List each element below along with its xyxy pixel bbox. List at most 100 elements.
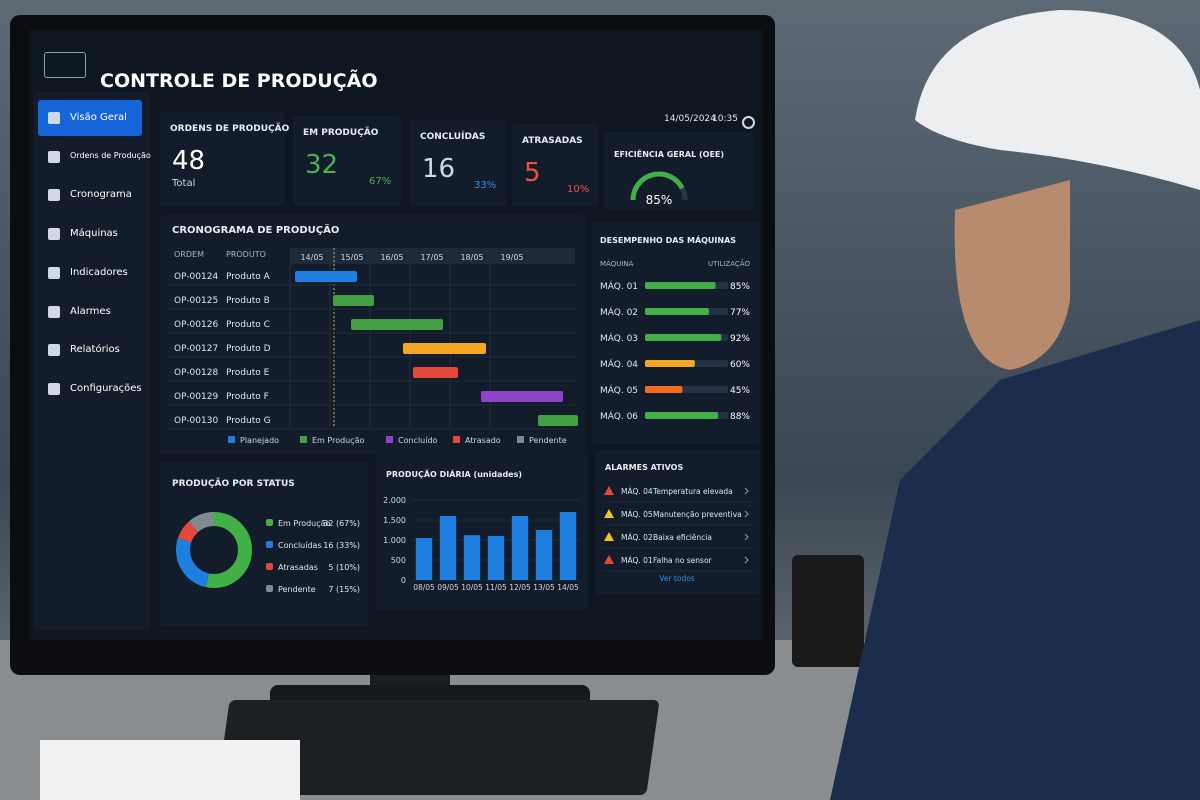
legend-label: Em Produção xyxy=(312,436,365,445)
chart-title: PRODUÇÃO DIÁRIA (unidades) xyxy=(386,468,522,479)
x-tick-label: 10/05 xyxy=(461,583,483,592)
order-id: OP-00130 xyxy=(174,416,218,426)
date-label: 18/05 xyxy=(460,253,483,262)
utilization-bar xyxy=(645,308,709,315)
chevron[interactable] xyxy=(744,510,749,518)
daily-chart: PRODUÇÃO DIÁRIA (unidades) 0 500 1.000 1.500… xyxy=(383,468,580,592)
alarm-machine: MÁQ. 01 xyxy=(621,556,653,565)
alarm-machine: MÁQ. 02 xyxy=(621,533,653,542)
view-all-link[interactable]: Ver todos xyxy=(659,574,695,583)
gantt-bar xyxy=(413,367,458,378)
menu-item[interactable]: Ordens de Produção xyxy=(70,150,151,160)
menu-item[interactable]: Indicadores xyxy=(70,266,128,278)
gauge-value xyxy=(630,171,685,201)
alarm-message: Baixa eficiência xyxy=(653,533,712,542)
kpi-sub: 33% xyxy=(474,180,497,191)
column-header: PRODUTO xyxy=(226,250,266,259)
alarm-message: Manutenção preventiva xyxy=(653,510,742,519)
menu-item[interactable]: Máquinas xyxy=(70,228,118,240)
kpi-sub: 67% xyxy=(369,176,392,187)
date-label: 16/05 xyxy=(380,253,403,262)
machines-panel: DESEMPENHO DAS MÁQUINAS MÁQUINA UTILIZAÇÃO… xyxy=(592,222,760,444)
alarm-icon xyxy=(604,486,614,495)
gantt: ORDEM PRODUTO 14/05 15/05 16/05 17/05 18/05 19/… xyxy=(170,248,578,445)
panel-title: ALARMES ATIVOS xyxy=(605,463,683,472)
chevron[interactable] xyxy=(744,487,749,495)
y-tick-label: 1.000 xyxy=(383,536,406,545)
legend-label: Atrasadas xyxy=(278,563,318,572)
gauge-label: 85% xyxy=(646,193,673,207)
menu-item[interactable]: Cronograma xyxy=(70,189,132,201)
kpi-title: CONCLUÍDAS xyxy=(420,132,486,142)
machine-name: MÁQ. 04 xyxy=(600,358,638,370)
order-product: Produto G xyxy=(226,416,271,426)
machine-name: MÁQ. 02 xyxy=(600,306,638,318)
bar xyxy=(511,516,529,580)
date-label: 19/05 xyxy=(500,253,523,262)
legend-label: Pendente xyxy=(529,436,567,445)
menu-icon xyxy=(48,189,60,202)
order-product: Produto D xyxy=(226,344,271,354)
gantt-bar xyxy=(538,415,578,426)
menu-icon xyxy=(48,305,60,318)
order-id: OP-00129 xyxy=(174,392,218,402)
legend-label: Concluído xyxy=(398,436,438,445)
column-header: ORDEM xyxy=(174,250,204,259)
chevron[interactable] xyxy=(744,533,749,541)
menu-item[interactable]: Visão Geral xyxy=(70,112,127,123)
bar xyxy=(559,512,577,580)
y-tick-label: 2.000 xyxy=(383,496,406,505)
date-label: 14/05 xyxy=(300,253,323,262)
schedule-panel: CRONOGRAMA DE PRODUÇÃO ORDEM PRODUTO 14/05… xyxy=(160,215,585,455)
order-product: Produto F xyxy=(226,392,269,402)
date-label: 17/05 xyxy=(420,253,443,262)
y-tick-label: 500 xyxy=(391,556,406,565)
y-tick-label: 1.500 xyxy=(383,516,406,525)
legend-swatch xyxy=(386,436,393,443)
utilization-label: 88% xyxy=(730,412,750,422)
legend-swatch xyxy=(517,436,524,443)
legend-label: Em Produção xyxy=(278,519,331,528)
alarms-panel: ALARMES ATIVOS MÁQ. 04 Temperatura elevada… xyxy=(595,450,760,595)
app-title: CONTROLE DE PRODUÇÃO xyxy=(100,70,378,92)
menu-item[interactable]: Configurações xyxy=(70,382,142,394)
kpi-value: 5 xyxy=(524,158,541,188)
status-panel: PRODUÇÃO POR STATUS Em Produção 32 (67%) Co… xyxy=(160,462,368,627)
daily-panel: PRODUÇÃO DIÁRIA (unidades) 0 500 1.000 1.500… xyxy=(376,455,588,610)
menu-item[interactable]: Alarmes xyxy=(70,305,111,317)
kpi-sub: Total xyxy=(172,178,196,189)
legend-value: 7 (15%) xyxy=(328,585,360,594)
kpi-title: EM PRODUÇÃO xyxy=(303,128,379,138)
legend-swatch xyxy=(453,436,460,443)
legend-swatch xyxy=(266,563,273,570)
donut-segment xyxy=(176,512,252,588)
column-header: MÁQUINA xyxy=(600,259,634,268)
legend-label: Concluídas xyxy=(278,541,322,550)
legend-value: 5 (10%) xyxy=(328,563,360,572)
order-product: Produto C xyxy=(226,320,270,330)
order-id: OP-00128 xyxy=(174,368,218,378)
legend-swatch xyxy=(300,436,307,443)
kpi-card: ORDENS DE PRODUÇÃO 48 Total xyxy=(160,112,289,206)
legend-value: 32 (67%) xyxy=(323,519,360,528)
menu-icon xyxy=(48,150,60,163)
bar xyxy=(487,536,505,580)
menu-item[interactable]: Relatórios xyxy=(70,344,120,356)
alarms-list: ALARMES ATIVOS MÁQ. 04 Temperatura elevada… xyxy=(603,463,753,583)
bar xyxy=(415,538,433,580)
menu-icon xyxy=(48,344,60,357)
settings-icon[interactable] xyxy=(742,116,755,129)
x-tick-label: 08/05 xyxy=(413,583,435,592)
menu-icon xyxy=(48,266,60,279)
bar xyxy=(535,530,553,580)
oee-gauge: 85% xyxy=(630,171,688,207)
date-label: 15/05 xyxy=(340,253,363,262)
kpi-value: 48 xyxy=(172,146,206,176)
x-tick-label: 12/05 xyxy=(509,583,531,592)
oee-title: EFICIÊNCIA GERAL (OEE) xyxy=(614,150,725,159)
order-id: OP-00127 xyxy=(174,344,218,354)
legend-value: 16 (33%) xyxy=(323,541,360,550)
alarm-message: Temperatura elevada xyxy=(652,487,733,496)
legend-swatch xyxy=(228,436,235,443)
chevron[interactable] xyxy=(744,556,749,564)
